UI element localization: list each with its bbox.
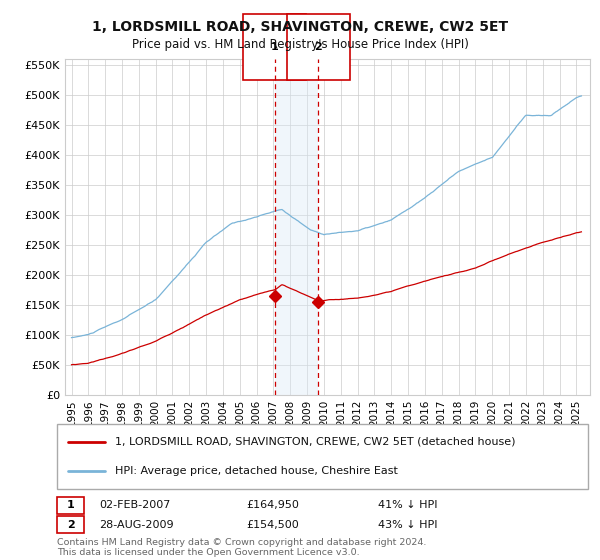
- Text: 1, LORDSMILL ROAD, SHAVINGTON, CREWE, CW2 5ET (detached house): 1, LORDSMILL ROAD, SHAVINGTON, CREWE, CW…: [115, 437, 516, 447]
- Text: 28-AUG-2009: 28-AUG-2009: [99, 520, 173, 530]
- Text: 1: 1: [67, 500, 74, 510]
- Text: 41% ↓ HPI: 41% ↓ HPI: [378, 500, 437, 510]
- FancyBboxPatch shape: [57, 424, 588, 489]
- Text: 2: 2: [67, 520, 74, 530]
- Text: 1, LORDSMILL ROAD, SHAVINGTON, CREWE, CW2 5ET: 1, LORDSMILL ROAD, SHAVINGTON, CREWE, CW…: [92, 20, 508, 34]
- Text: HPI: Average price, detached house, Cheshire East: HPI: Average price, detached house, Ches…: [115, 466, 398, 477]
- Text: £164,950: £164,950: [246, 500, 299, 510]
- Text: Price paid vs. HM Land Registry's House Price Index (HPI): Price paid vs. HM Land Registry's House …: [131, 38, 469, 51]
- Text: 43% ↓ HPI: 43% ↓ HPI: [378, 520, 437, 530]
- Text: £154,500: £154,500: [246, 520, 299, 530]
- Text: 02-FEB-2007: 02-FEB-2007: [99, 500, 170, 510]
- Text: 2: 2: [314, 42, 322, 52]
- Text: Contains HM Land Registry data © Crown copyright and database right 2024.
This d: Contains HM Land Registry data © Crown c…: [57, 538, 427, 557]
- Text: 1: 1: [271, 42, 278, 52]
- Bar: [275, 59, 318, 395]
